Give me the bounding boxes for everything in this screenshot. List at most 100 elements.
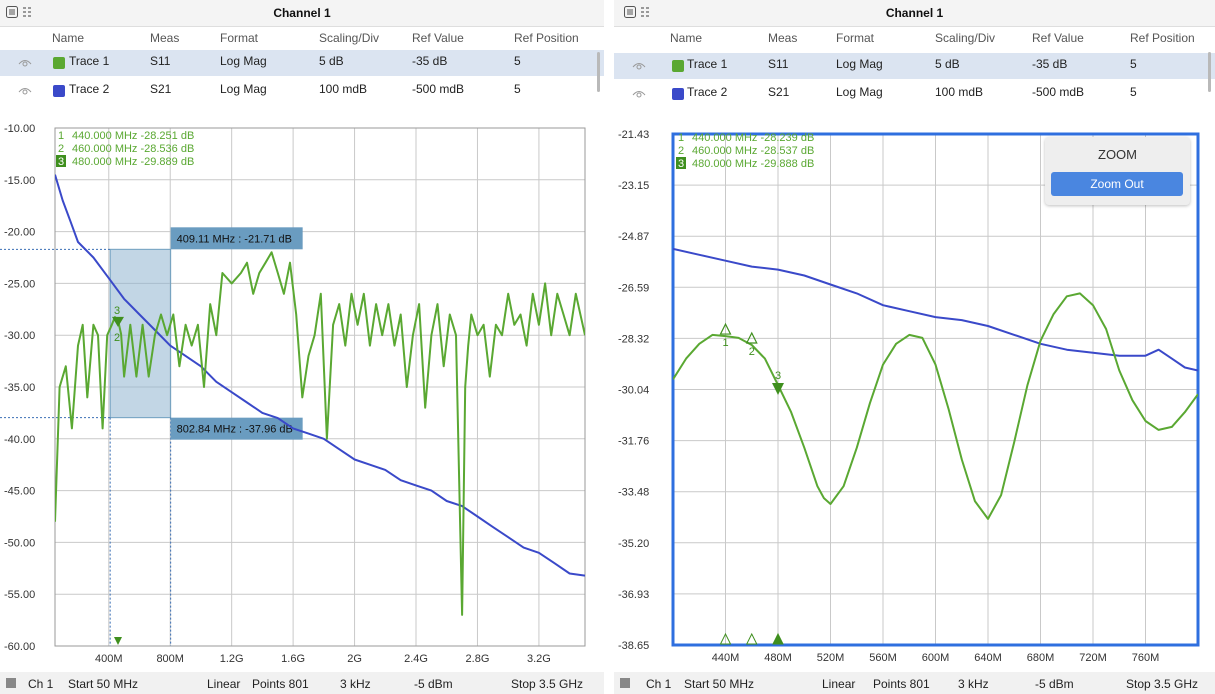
- trace-name: Trace 1: [69, 54, 110, 68]
- grid-icon[interactable]: [640, 6, 652, 18]
- trace-color-swatch: [672, 60, 684, 72]
- trace-scaling: 5 dB: [935, 57, 960, 71]
- start-frequency[interactable]: Start 50 MHz: [684, 677, 755, 691]
- left-status-bar: Ch 1 Start 50 MHz Linear Points 801 3 kH…: [0, 672, 604, 694]
- sweep-type[interactable]: Linear: [207, 677, 241, 691]
- source-power[interactable]: -5 dBm: [1035, 677, 1074, 691]
- x-tick-label: 480M: [764, 652, 792, 664]
- y-tick-label: -35.20: [618, 538, 649, 550]
- col-format: Format: [836, 31, 875, 45]
- channel-color-swatch: [6, 678, 16, 688]
- list-icon[interactable]: [6, 6, 18, 18]
- active-marker-badge: [676, 157, 686, 169]
- trace-scaling: 5 dB: [319, 54, 344, 68]
- col-ref-position: Ref Position: [514, 31, 579, 45]
- y-tick-label: -38.65: [618, 640, 649, 652]
- trace-ref-value: -500 mdB: [1032, 85, 1085, 99]
- trace-format: Log Mag: [220, 54, 267, 68]
- y-tick-label: -60.00: [4, 641, 35, 653]
- trace-ref-value: -35 dB: [412, 54, 448, 68]
- trace-ref-position: 5: [1130, 57, 1137, 71]
- trace-scaling: 100 mdB: [319, 82, 368, 96]
- eye-icon[interactable]: [632, 60, 646, 72]
- col-format: Format: [220, 31, 259, 45]
- col-scaling: Scaling/Div: [935, 31, 996, 45]
- marker-label: 3: [775, 370, 781, 382]
- trace-ref-value: -500 mdB: [412, 82, 465, 96]
- table-scrollbar[interactable]: [597, 52, 600, 92]
- x-tick-label: 600M: [922, 652, 950, 664]
- x-tick-label: 1.6G: [281, 653, 305, 665]
- y-tick-label: -50.00: [4, 537, 35, 549]
- axis-marker-indicator: [745, 632, 758, 645]
- sweep-points[interactable]: Points 801: [873, 677, 930, 691]
- y-tick-label: -28.32: [618, 333, 649, 345]
- right-status-bar: Ch 1 Start 50 MHz Linear Points 801 3 kH…: [614, 672, 1215, 694]
- left-chart[interactable]: -10.00 -15.00 -20.00 -25.00 -30.00 -35.00 -40.…: [0, 110, 604, 670]
- trace-ref-value: -35 dB: [1032, 57, 1068, 71]
- marker-label: 2: [749, 346, 755, 358]
- col-name: Name: [670, 31, 703, 45]
- list-icon[interactable]: [624, 6, 636, 18]
- series-line-trace-1: [673, 292, 1198, 520]
- trace-row-2[interactable]: Trace 2 S21 Log Mag 100 mdB -500 mdB 5: [0, 78, 604, 104]
- y-tick-label: -30.04: [618, 385, 649, 397]
- zoom-out-button[interactable]: Zoom Out: [1051, 172, 1183, 196]
- col-scaling: Scaling/Div: [319, 31, 380, 45]
- marker-readout: 440.000 MHz -28.239 dB: [692, 132, 814, 144]
- x-tick-label: 560M: [869, 652, 897, 664]
- grid-icon[interactable]: [22, 6, 34, 18]
- left-plot-area[interactable]: -10.00 -15.00 -20.00 -25.00 -30.00 -35.00 -40.…: [0, 110, 604, 670]
- marker-number: 1: [58, 130, 64, 142]
- x-tick-label: 520M: [817, 652, 845, 664]
- y-tick-label: -24.87: [618, 231, 649, 243]
- zoom-popup: ZOOM Zoom Out: [1045, 137, 1190, 205]
- col-ref-position: Ref Position: [1130, 31, 1195, 45]
- marker-number: 2: [678, 145, 684, 157]
- y-tick-label: -36.93: [618, 589, 649, 601]
- table-scrollbar[interactable]: [1208, 52, 1211, 92]
- marker-readout: 480.000 MHz -29.888 dB: [692, 158, 814, 170]
- marker-triangle-2: [745, 331, 758, 344]
- right-channel-panel: Channel 1 Name Meas Format Scaling/Div R…: [614, 0, 1215, 694]
- trace-meas: S11: [150, 54, 171, 68]
- eye-icon[interactable]: [18, 85, 32, 97]
- col-name: Name: [52, 31, 85, 45]
- sweep-type[interactable]: Linear: [822, 677, 856, 691]
- eye-icon[interactable]: [18, 57, 32, 69]
- y-tick-label: -10.00: [4, 123, 35, 135]
- x-tick-label: 440M: [712, 652, 740, 664]
- right-plot-area[interactable]: -21.43 -23.15 -24.87 -26.59 -28.32 -30.04 -31.…: [614, 110, 1215, 670]
- start-frequency[interactable]: Start 50 MHz: [68, 677, 139, 691]
- y-tick-label: -31.76: [618, 436, 649, 448]
- marker-readout: 480.000 MHz -29.889 dB: [72, 156, 194, 168]
- trace-row-1[interactable]: Trace 1 S11 Log Mag 5 dB -35 dB 5: [614, 53, 1215, 79]
- trace-row-2[interactable]: Trace 2 S21 Log Mag 100 mdB -500 mdB 5: [614, 81, 1215, 107]
- sweep-points[interactable]: Points 801: [252, 677, 309, 691]
- eye-icon[interactable]: [632, 88, 646, 100]
- col-meas: Meas: [150, 31, 180, 45]
- source-power[interactable]: -5 dBm: [414, 677, 453, 691]
- trace-meas: S21: [150, 82, 172, 96]
- stop-frequency[interactable]: Stop 3.5 GHz: [511, 677, 584, 691]
- trace-format: Log Mag: [220, 82, 267, 96]
- x-tick-label: 640M: [974, 652, 1002, 664]
- y-tick-label: -15.00: [4, 175, 35, 187]
- if-bandwidth[interactable]: 3 kHz: [958, 677, 989, 691]
- trace-name: Trace 1: [687, 57, 728, 71]
- stop-frequency[interactable]: Stop 3.5 GHz: [1126, 677, 1199, 691]
- trace-row-1[interactable]: Trace 1 S11 Log Mag 5 dB -35 dB 5: [0, 50, 604, 76]
- plot-frame: [54, 127, 586, 647]
- plot-frame: [671, 132, 1200, 647]
- x-tick-label: 800M: [156, 653, 184, 665]
- channel-label[interactable]: Ch 1: [28, 677, 54, 691]
- channel-color-swatch: [620, 678, 630, 688]
- right-chart[interactable]: -21.43 -23.15 -24.87 -26.59 -28.32 -30.04 -31.…: [614, 110, 1215, 670]
- trace-table-header: Name Meas Format Scaling/Div Ref Value R…: [0, 27, 604, 49]
- if-bandwidth[interactable]: 3 kHz: [340, 677, 371, 691]
- y-tick-label: -26.59: [618, 282, 649, 294]
- channel-label[interactable]: Ch 1: [646, 677, 672, 691]
- trace-ref-position: 5: [514, 54, 521, 68]
- axis-marker-indicator: [772, 632, 784, 645]
- series-line-trace-1: [55, 251, 585, 616]
